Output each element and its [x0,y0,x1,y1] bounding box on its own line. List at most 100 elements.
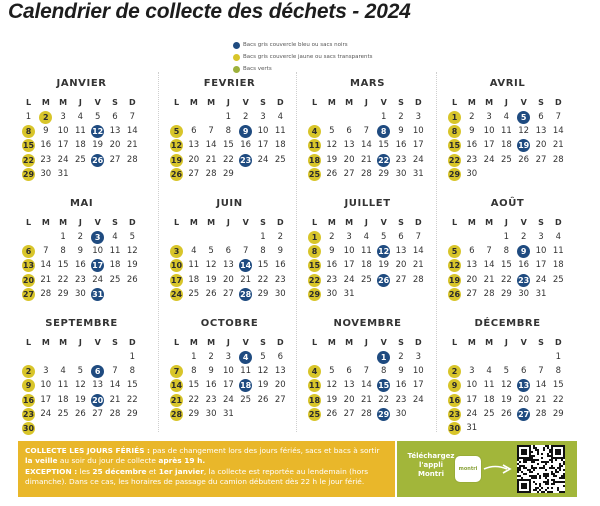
calendar-day: 25 [274,154,286,165]
calendar-day: 17 [412,140,424,151]
qr-code-icon[interactable] [517,445,565,493]
column-divider [436,72,437,432]
calendar-day: 6 [191,126,197,137]
calendar-day: 1 [129,352,135,362]
calendar-day: 15 [188,380,200,391]
calendar-day: 10 [412,126,424,137]
dates-bold: 25 décembre [92,466,147,476]
legend-dot-blue [233,41,240,49]
calendar-day: 26 [91,153,105,167]
weekday-header: M [345,98,354,107]
calendar-day: 13 [22,259,35,273]
calendar-day: 15 [222,140,234,151]
calendar-day: 23 [74,274,86,285]
calendar-day: 28 [205,168,217,179]
app-icon[interactable]: montri [455,456,481,482]
calendar-day: 13 [188,140,200,151]
calendar-day: 2 [448,365,461,379]
calendar-day: 24 [535,274,547,285]
calendar-day: 14 [552,126,564,137]
calendar-day: 22 [308,273,321,287]
calendar-day: 12 [326,140,338,151]
calendar-day: 4 [363,232,370,242]
weekday-header: S [112,218,118,227]
calendar-day: 3 [538,232,544,242]
weekday-header: M [485,338,494,347]
calendar-day: 14 [126,126,138,137]
calendar-day: 11 [552,246,564,257]
weekday-header: J [504,218,508,227]
calendar-day: 6 [112,112,118,122]
calendar-day: 11 [308,379,321,393]
calendar-day: 24 [412,394,424,405]
calendar-day: 30 [205,408,217,419]
calendar-day: 13 [343,380,355,391]
calendar-day: 3 [170,245,183,259]
calendar-day: 31 [466,423,478,433]
calendar-day: 24 [222,394,234,405]
calendar-day: 4 [191,246,197,257]
calendar-day: 16 [518,260,530,271]
weekday-header: S [260,218,266,227]
calendar-day: 26 [205,288,217,299]
month-name: SEPTEMBRE [45,318,118,329]
calendar-day: 27 [343,168,355,179]
calendar-day: 29 [500,288,512,299]
weekday-header: L [173,338,180,347]
calendar-day: 20 [222,274,234,285]
weekday-header: J [226,218,230,227]
calendar-day: 31 [91,287,105,301]
calendar-day: 16 [74,260,86,271]
weekday-header: V [242,338,249,347]
calendar-day: 10 [222,366,234,377]
calendar-day: 25 [360,274,372,285]
month-name: MARS [350,78,386,89]
weekday-header: L [173,218,180,227]
weekday-header: M [345,338,354,347]
month-block: MAI L M M J V S D 1 2 3 4 5 6 7 8 9 10 11 12 13 14 15 16 17 18 19 2… [21,198,156,316]
calendar-day: 24 [92,274,104,285]
calendar-day: 5 [170,125,183,139]
calendar-day: 24 [466,408,478,419]
calendar-day: 6 [520,366,527,377]
weekday-header: D [554,218,562,227]
calendar-day: 17 [483,140,495,151]
app-line-3: Montri [418,470,444,478]
calendar-day: 27 [188,168,200,179]
weekday-header: S [260,98,266,107]
calendar-day: 1 [260,232,266,242]
calendar-day: 17 [57,140,69,151]
calendar-day: 2 [520,232,527,242]
calendar-day: 2 [77,232,84,242]
weekday-header: D [128,338,136,347]
calendar-day: 16 [40,140,52,151]
calendar-day: 7 [415,232,421,242]
calendar-day: 10 [170,259,183,273]
calendar-day: 28 [360,168,372,179]
weekday-header: M [41,98,50,107]
weekday-header: S [538,98,544,107]
weekday-header: V [94,98,101,107]
calendar-day: 21 [360,154,372,165]
calendar-day: 23 [466,154,478,165]
calendar-day: 10 [40,380,52,391]
app-download-box[interactable]: Téléchargez l'appli Montri montri [397,441,577,497]
calendar-day: 22 [222,154,234,165]
calendar-day: 23 [22,407,35,421]
weekday-header: M [189,98,198,107]
calendar-day: 1 [377,351,391,364]
weekday-header: J [504,98,508,107]
calendar-day: 17 [535,260,547,271]
weekday-header: S [112,98,118,107]
calendar-day: 1 [191,352,197,362]
calendar-day: 18 [109,260,121,271]
calendar-day: 18 [57,394,69,405]
calendar-day: 8 [60,246,66,257]
calendar-day: 3 [43,366,49,377]
weekday-header: D [414,218,422,227]
column-divider [158,72,159,432]
calendar-day: 4 [503,112,510,122]
legend: Bacs gris couvercle bleu ou sacs noirs B… [233,39,373,75]
app-line-1: Téléchargez [407,452,455,460]
calendar-day: 21 [40,274,52,285]
